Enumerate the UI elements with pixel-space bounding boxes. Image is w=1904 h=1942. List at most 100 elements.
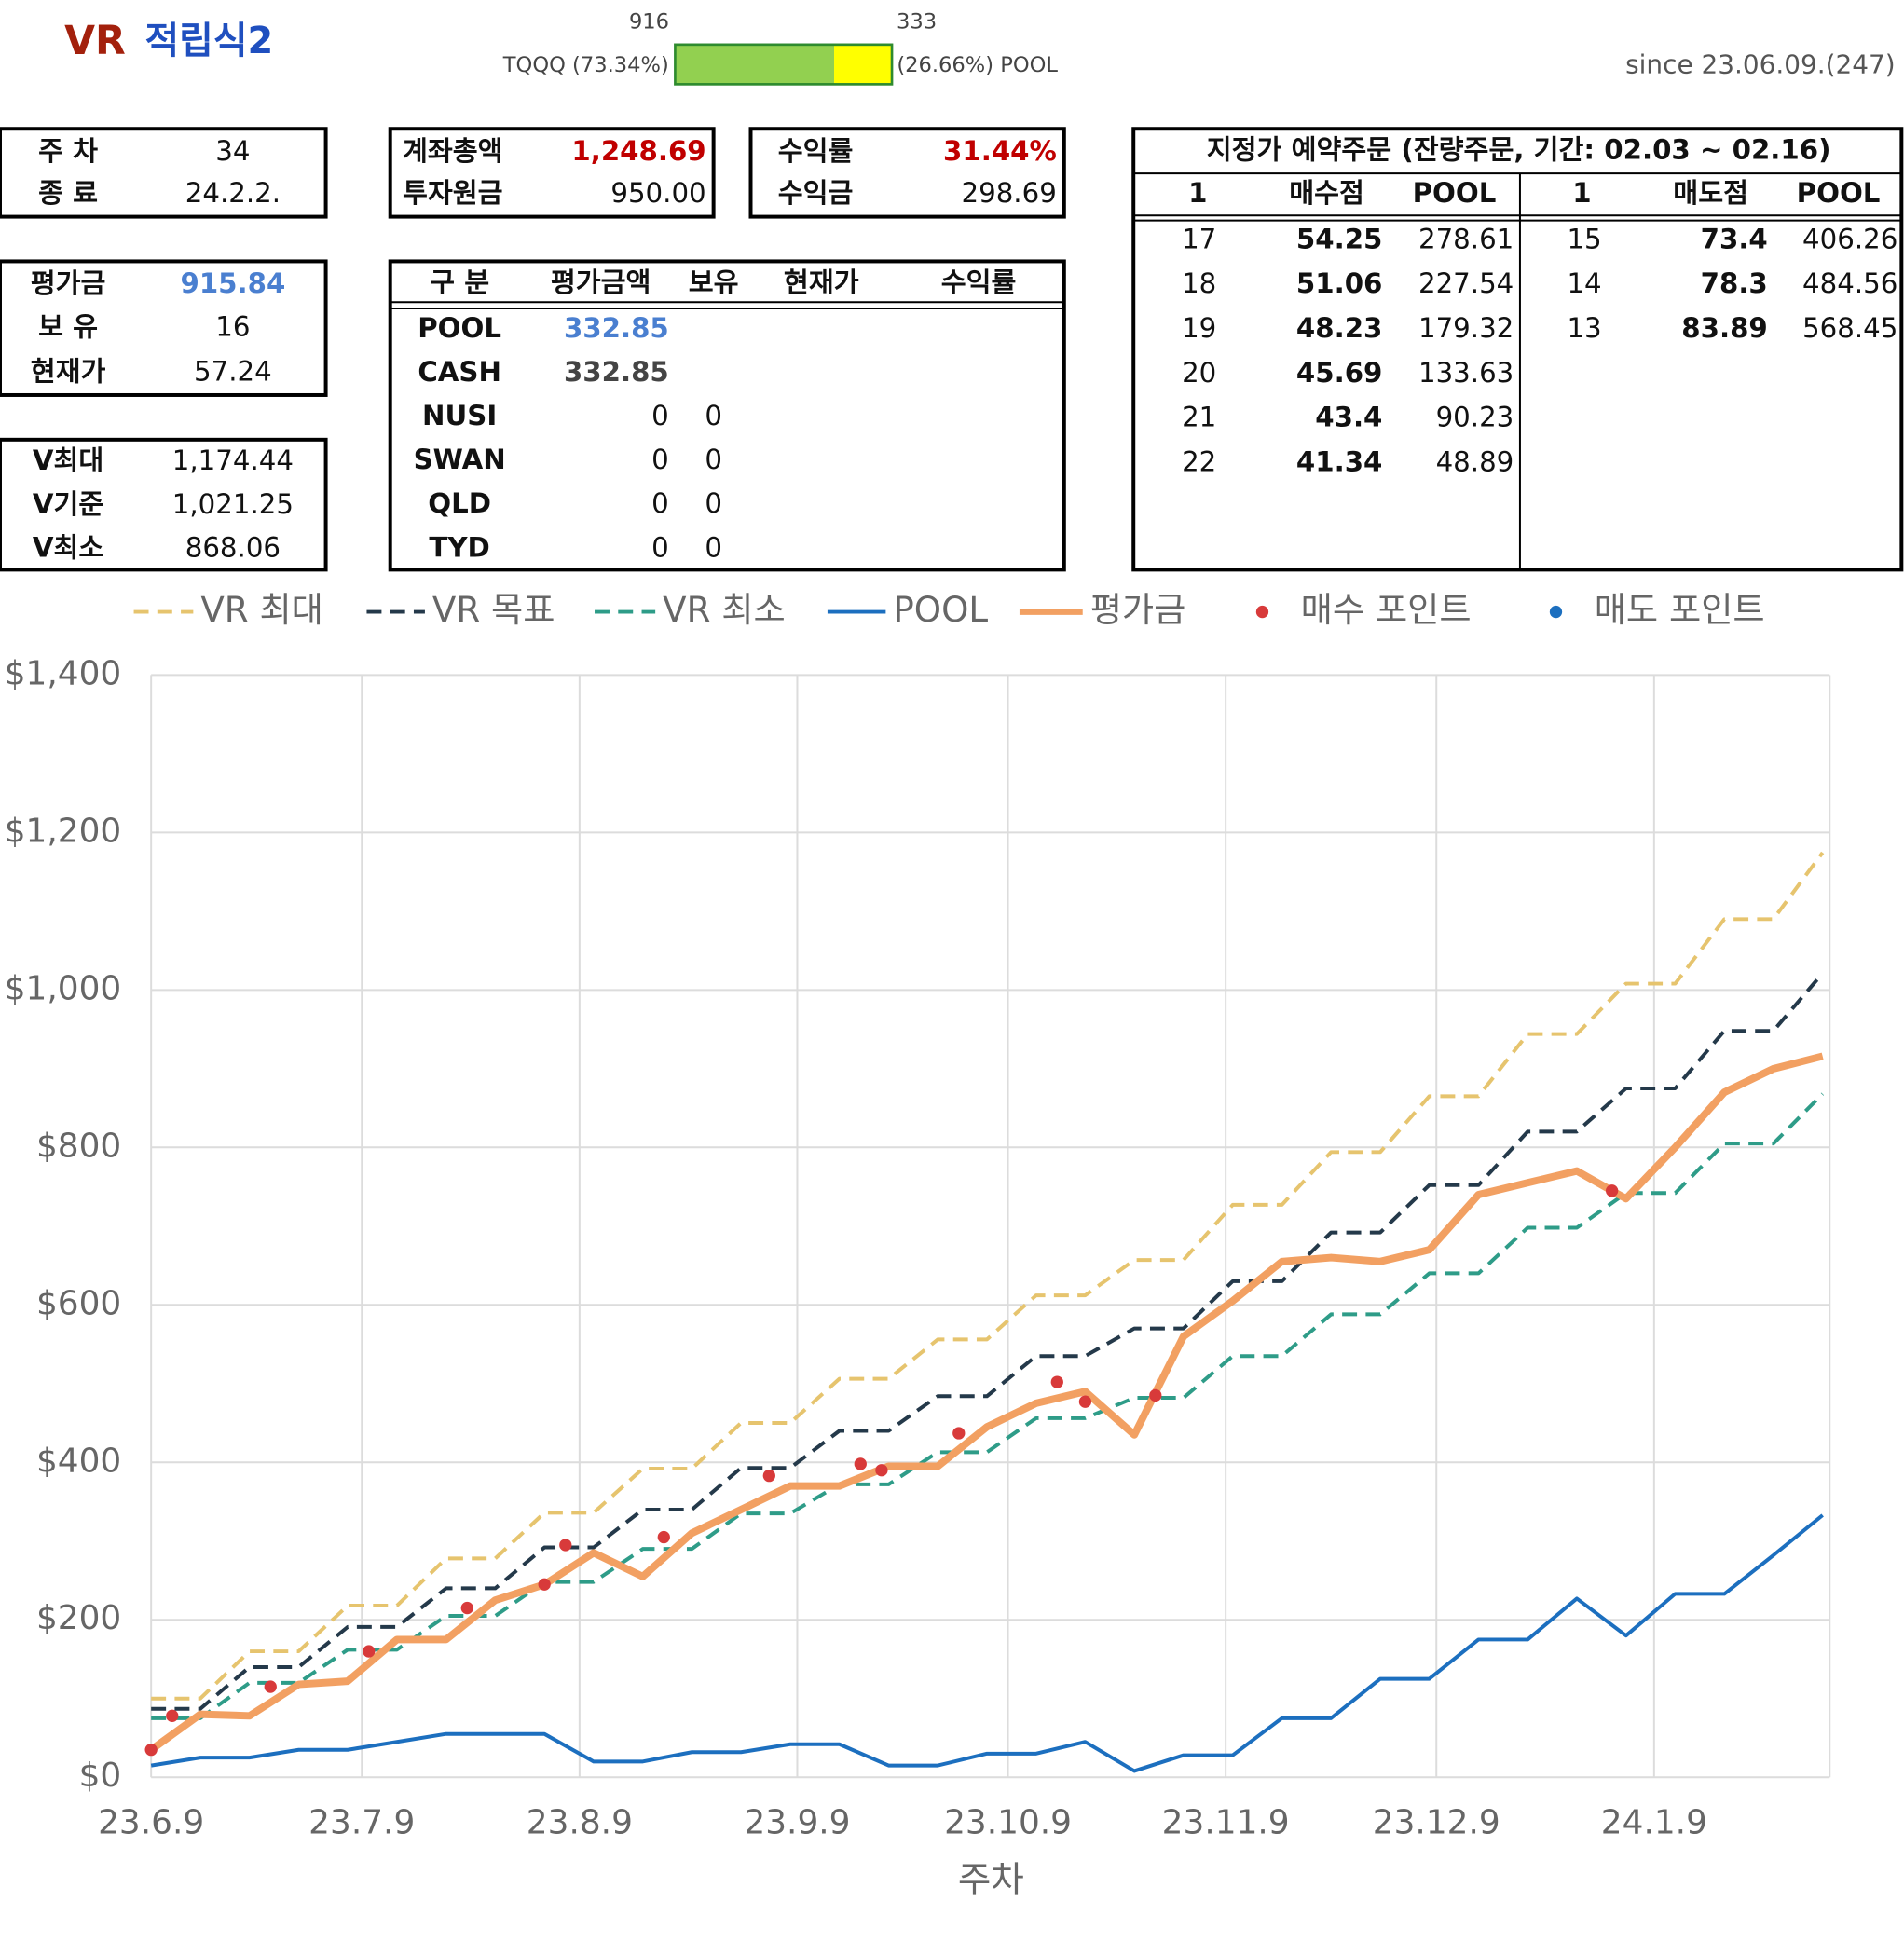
- data-point: [144, 1744, 158, 1757]
- x-tick-label: 23.8.9: [527, 1804, 633, 1842]
- box: [1131, 127, 1904, 572]
- holdings-cell: 0: [705, 400, 722, 431]
- box: [0, 259, 328, 397]
- legend-label: 매도 포인트: [1595, 589, 1765, 630]
- data-point: [460, 1601, 473, 1615]
- data-point: [875, 1464, 888, 1477]
- summary-label: V최소: [33, 531, 103, 563]
- legend-label: VR 목표: [432, 589, 555, 630]
- data-point: [166, 1709, 179, 1722]
- summary-label: 수익률: [778, 135, 854, 167]
- legend-label: VR 최대: [200, 589, 323, 630]
- y-tick-label: $1,200: [5, 812, 122, 850]
- legend-swatch: [1255, 605, 1269, 619]
- summary-label: 평가금: [31, 267, 106, 299]
- summary-value: 950.00: [610, 177, 705, 209]
- holdings-header: 평가금액: [551, 267, 651, 298]
- data-point: [1605, 1184, 1619, 1197]
- x-tick-label: 23.6.9: [98, 1804, 204, 1842]
- orders-cell: 17: [1182, 223, 1216, 254]
- summary-value: 1,248.69: [571, 135, 705, 167]
- data-point: [1050, 1375, 1063, 1388]
- orders-cell: 83.89: [1681, 312, 1767, 344]
- summary-label: 보 유: [38, 311, 98, 343]
- summary-label: 수익금: [778, 177, 854, 209]
- orders-cell: 227.54: [1418, 267, 1514, 299]
- data-point: [854, 1457, 867, 1470]
- orders-cell: 14: [1567, 267, 1601, 299]
- summary-label: 종 료: [38, 177, 98, 209]
- orders-cell: 406.26: [1802, 223, 1897, 254]
- summary-label: 투자원금: [403, 177, 503, 209]
- summary-value: 57.24: [194, 356, 272, 388]
- holdings-header: 현재가: [784, 267, 859, 298]
- orders-cell: 45.69: [1296, 357, 1382, 389]
- data-point: [264, 1680, 277, 1693]
- data-point: [363, 1645, 376, 1658]
- holdings-cell: 0: [651, 531, 669, 563]
- y-tick-label: $400: [36, 1442, 121, 1480]
- box: [388, 259, 1066, 572]
- orders-cell: 43.4: [1315, 402, 1382, 433]
- holdings-header: 보유: [689, 267, 739, 298]
- orders-header: POOL: [1797, 177, 1881, 209]
- orders-cell: 568.45: [1802, 312, 1897, 344]
- legend-label: VR 최소: [663, 589, 786, 630]
- x-tick-label: 23.9.9: [744, 1804, 850, 1842]
- orders-cell: 19: [1182, 312, 1216, 344]
- orders-cell: 15: [1567, 223, 1601, 254]
- holdings-cell: 0: [705, 487, 722, 519]
- legend-label: POOL: [893, 589, 988, 630]
- orders-cell: 484.56: [1802, 267, 1897, 299]
- holdings-cell: NUSI: [422, 400, 497, 431]
- y-tick-label: $0: [79, 1757, 122, 1795]
- orders-header: 매도점: [1673, 177, 1748, 209]
- orders-cell: 22: [1182, 446, 1216, 478]
- orders-header: 1: [1572, 177, 1591, 209]
- allocation-label: (26.66%) POOL: [897, 53, 1058, 77]
- summary-value: 868.06: [185, 531, 281, 563]
- summary-label: 계좌총액: [403, 135, 503, 167]
- holdings-cell: 332.85: [564, 312, 669, 344]
- summary-value: 298.69: [962, 177, 1057, 209]
- holdings-cell: 332.85: [564, 356, 669, 388]
- orders-header: 매수점: [1289, 177, 1364, 209]
- data-point: [538, 1578, 551, 1591]
- summary-value: 34: [215, 135, 250, 167]
- data-point: [762, 1469, 775, 1483]
- x-tick-label: 23.11.9: [1162, 1804, 1290, 1842]
- orders-cell: 90.23: [1436, 402, 1514, 433]
- series-line: [148, 1052, 1824, 1753]
- summary-value: 24.2.2.: [185, 177, 281, 209]
- orders-cell: 13: [1567, 312, 1601, 344]
- holdings-cell: POOL: [418, 312, 501, 344]
- holdings-header: 구 분: [430, 267, 489, 298]
- box: [748, 127, 1066, 219]
- orders-cell: 78.3: [1701, 267, 1768, 299]
- holdings-cell: 0: [651, 444, 669, 475]
- legend-swatch: [1549, 605, 1563, 619]
- orders-title: 지정가 예약주문 (잔량주문, 기간: 02.03 ~ 02.16): [1207, 134, 1831, 166]
- holdings-cell: SWAN: [414, 444, 506, 475]
- data-point: [1078, 1395, 1092, 1408]
- box: [0, 437, 328, 572]
- orders-cell: 21: [1182, 402, 1216, 433]
- box: [388, 127, 716, 219]
- data-point: [1149, 1388, 1162, 1402]
- orders-cell: 133.63: [1418, 357, 1514, 389]
- summary-label: V기준: [33, 488, 103, 520]
- legend-label: 평가금: [1090, 589, 1186, 630]
- orders-header: POOL: [1413, 177, 1497, 209]
- holdings-cell: CASH: [418, 356, 501, 388]
- holdings-cell: 0: [705, 444, 722, 475]
- allocation-number: 916: [629, 9, 669, 34]
- y-tick-label: $200: [36, 1599, 121, 1637]
- summary-value: 1,174.44: [172, 444, 294, 476]
- data-point: [559, 1539, 572, 1552]
- summary-value: 915.84: [180, 267, 285, 299]
- allocation-label: TQQQ (73.34%): [502, 53, 669, 77]
- y-tick-label: $800: [36, 1127, 121, 1165]
- x-tick-label: 23.12.9: [1373, 1804, 1500, 1842]
